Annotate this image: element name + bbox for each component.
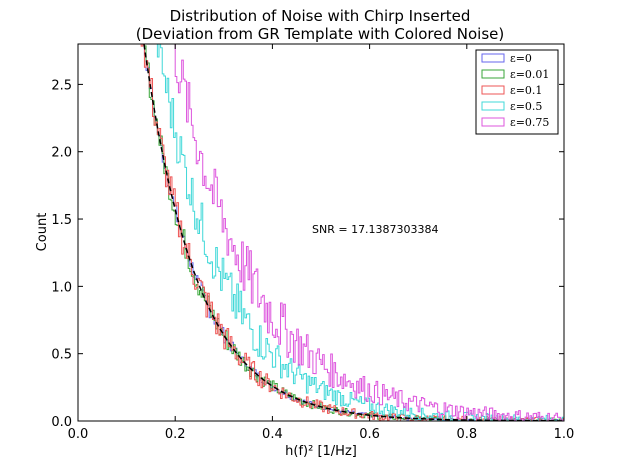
legend-swatch [481,101,505,111]
legend-label: ε=0.1 [510,84,542,97]
y-axis: 0.0 0.5 1.0 1.5 2.0 2.5 [51,78,564,430]
reference-curve [143,44,564,421]
plot-frame [77,43,565,422]
snr-annotation: SNR = 17.1387303384 [312,223,439,236]
legend-swatch [481,53,505,63]
y-tick-label: 2.0 [51,146,72,161]
legend-swatch [481,117,505,127]
y-tick-label: 0.0 [51,415,72,430]
chart-title-line1: Distribution of Noise with Chirp Inserte… [170,7,471,25]
x-axis: 0.0 0.2 0.4 0.6 0.8 1.0 [68,44,575,442]
x-axis-label: h(f)² [1/Hz] [285,444,357,459]
legend-swatch [481,85,505,95]
legend-label: ε=0.01 [510,68,549,81]
x-tick-label: 0.6 [359,427,380,442]
legend-label: ε=0 [510,52,532,65]
histogram-series-2 [140,44,564,421]
legend-label: ε=0.75 [510,116,549,129]
x-tick-label: 0.0 [68,427,89,442]
chart-title-line2: (Deviation from GR Template with Colored… [136,25,504,43]
y-tick-label: 1.5 [51,213,72,228]
y-tick-label: 1.0 [51,280,72,295]
x-tick-label: 0.2 [165,427,186,442]
x-tick-label: 1.0 [554,427,575,442]
legend-swatch [481,69,505,79]
legend: ε=0 ε=0.01 ε=0.1 ε=0.5 ε=0.75 [475,49,559,135]
y-tick-label: 0.5 [51,348,72,363]
y-tick-label: 2.5 [51,78,72,93]
series-layer [140,44,564,421]
x-tick-label: 0.4 [262,427,283,442]
x-tick-label: 0.8 [456,427,477,442]
y-axis-label: Count [35,213,50,252]
legend-box [475,49,559,135]
legend-label: ε=0.5 [510,100,542,113]
